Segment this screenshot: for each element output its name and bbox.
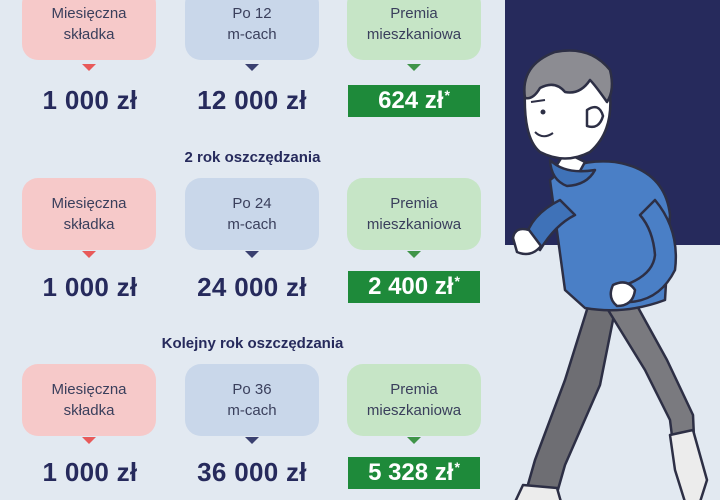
pointer-marker [245,251,259,258]
monthly-amount: 1 000 zł [42,272,138,302]
total-amount: 36 000 zł [197,457,307,487]
premium-amount: 5 328 zł [368,459,454,486]
monthly-contribution-label: Miesięczna składka [22,364,156,436]
footnote-mark: * [444,87,450,103]
pointer-marker [82,251,96,258]
monthly-amount: 1 000 zł [42,85,138,115]
premium-amount: 2 400 zł [368,273,454,300]
premium-amount-box: 2 400 zł * [348,271,480,303]
premium-amount: 624 zł [378,87,444,114]
total-amount: 24 000 zł [197,272,307,302]
pointer-marker [407,64,421,71]
after-months-label: Po 12 m-cach [185,0,319,60]
premium-amount-box: 624 zł * [348,85,480,117]
pointer-marker [245,64,259,71]
footnote-mark: * [454,273,460,289]
after-months-label: Po 24 m-cach [185,178,319,250]
footnote-mark: * [454,459,460,475]
pointer-marker [82,64,96,71]
pointer-marker [407,437,421,444]
pointer-marker [407,251,421,258]
housing-premium-label: Premia mieszkaniowa [347,364,481,436]
pointer-marker [245,437,259,444]
after-months-label: Po 36 m-cach [185,364,319,436]
monthly-contribution-label: Miesięczna składka [22,0,156,60]
section-title: Kolejny rok oszczędzania [161,335,344,352]
pointer-marker [82,437,96,444]
housing-premium-label: Premia mieszkaniowa [347,0,481,60]
section-title: 2 rok oszczędzania [184,149,321,166]
monthly-contribution-label: Miesięczna składka [22,178,156,250]
housing-premium-label: Premia mieszkaniowa [347,178,481,250]
premium-amount-box: 5 328 zł * [348,457,480,489]
monthly-amount: 1 000 zł [42,457,138,487]
runner-illustration [511,49,709,500]
total-amount: 12 000 zł [197,85,307,115]
